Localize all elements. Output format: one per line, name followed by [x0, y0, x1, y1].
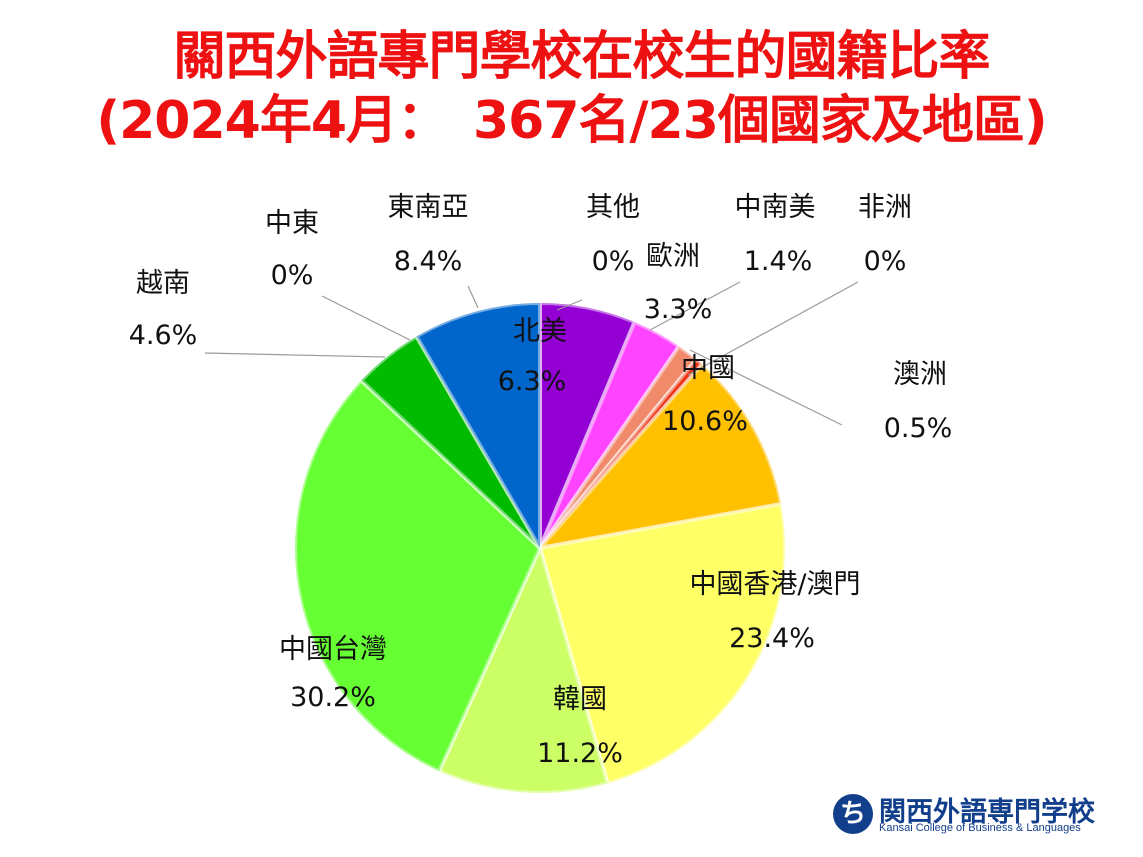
slice-name-label: 北美: [513, 316, 567, 347]
slice-name-label: 東南亞: [388, 192, 469, 223]
slice-name-label: 越南: [136, 268, 190, 299]
leader-line-11: [204, 352, 386, 358]
pie-slice-11: [359, 334, 542, 550]
slice-name-label: 歐洲: [646, 241, 700, 272]
slice-labels: 北美 6.3% 其他 0% 歐洲 3.3% 中南美 1.4% 非洲 0% 澳洲 0.5% 中國 10.6%…: [129, 192, 953, 769]
chart-subtitle: (2024年4月： 367名/23個國家及地區): [96, 91, 1047, 151]
pie-slices: [293, 301, 787, 795]
slice-name-label: 中國台灣: [279, 634, 387, 665]
leader-line-12: [321, 295, 411, 341]
slice-name-label: 其他: [586, 192, 640, 223]
slice-value-label: 10.6%: [662, 406, 748, 437]
slice-name-label: 中國: [681, 353, 735, 384]
slice-name-label: 韓國: [553, 684, 607, 715]
slice-name-label: 中南美: [735, 192, 816, 223]
leader-line-4: [649, 281, 741, 331]
slice-name-label: 中國香港/澳門: [689, 569, 860, 600]
slice-value-label: 6.3%: [498, 366, 567, 397]
pie-slice-3: [538, 319, 682, 550]
slice-name-label: 非洲: [858, 192, 912, 223]
leader-lines: [204, 281, 859, 426]
slice-value-label: 0%: [592, 246, 635, 277]
pie-slice-6: [538, 357, 705, 550]
slice-value-label: 23.4%: [729, 623, 815, 654]
slice-name-label: 中東: [265, 208, 319, 239]
pie-slice-1: [538, 301, 637, 550]
slice-value-label: 0%: [271, 260, 314, 291]
slice-value-label: 0.5%: [884, 413, 953, 444]
logo-subtitle: Kansai College of Business & Languages: [879, 822, 1081, 834]
logo-mark-icon: ち: [833, 794, 873, 834]
school-logo: ち 関西外語専門学校 Kansai College of Business & …: [833, 792, 1123, 836]
leader-line-5: [687, 281, 859, 376]
pie-slice-10: [293, 378, 542, 774]
slice-value-label: 0%: [864, 246, 907, 277]
pie-slice-7: [538, 362, 784, 550]
pie-slice-9: [437, 546, 610, 795]
slice-value-label: 4.6%: [129, 320, 198, 351]
pie-slice-8: [538, 501, 787, 786]
leader-line-2: [556, 299, 583, 311]
slice-value-label: 30.2%: [290, 682, 376, 713]
pie-slice-13: [414, 301, 542, 550]
pie-slice-4: [538, 344, 699, 550]
slice-value-label: 11.2%: [537, 738, 623, 769]
chart-title: 關西外語專門學校在校生的國籍比率: [173, 27, 990, 87]
leader-line-13: [467, 285, 479, 309]
slice-value-label: 1.4%: [744, 246, 813, 277]
slice-name-label: 澳洲: [893, 359, 947, 390]
slice-value-label: 3.3%: [644, 294, 713, 325]
leader-line-6: [689, 349, 843, 426]
slice-value-label: 8.4%: [394, 246, 463, 277]
logo-name: 関西外語専門学校: [879, 797, 1095, 828]
